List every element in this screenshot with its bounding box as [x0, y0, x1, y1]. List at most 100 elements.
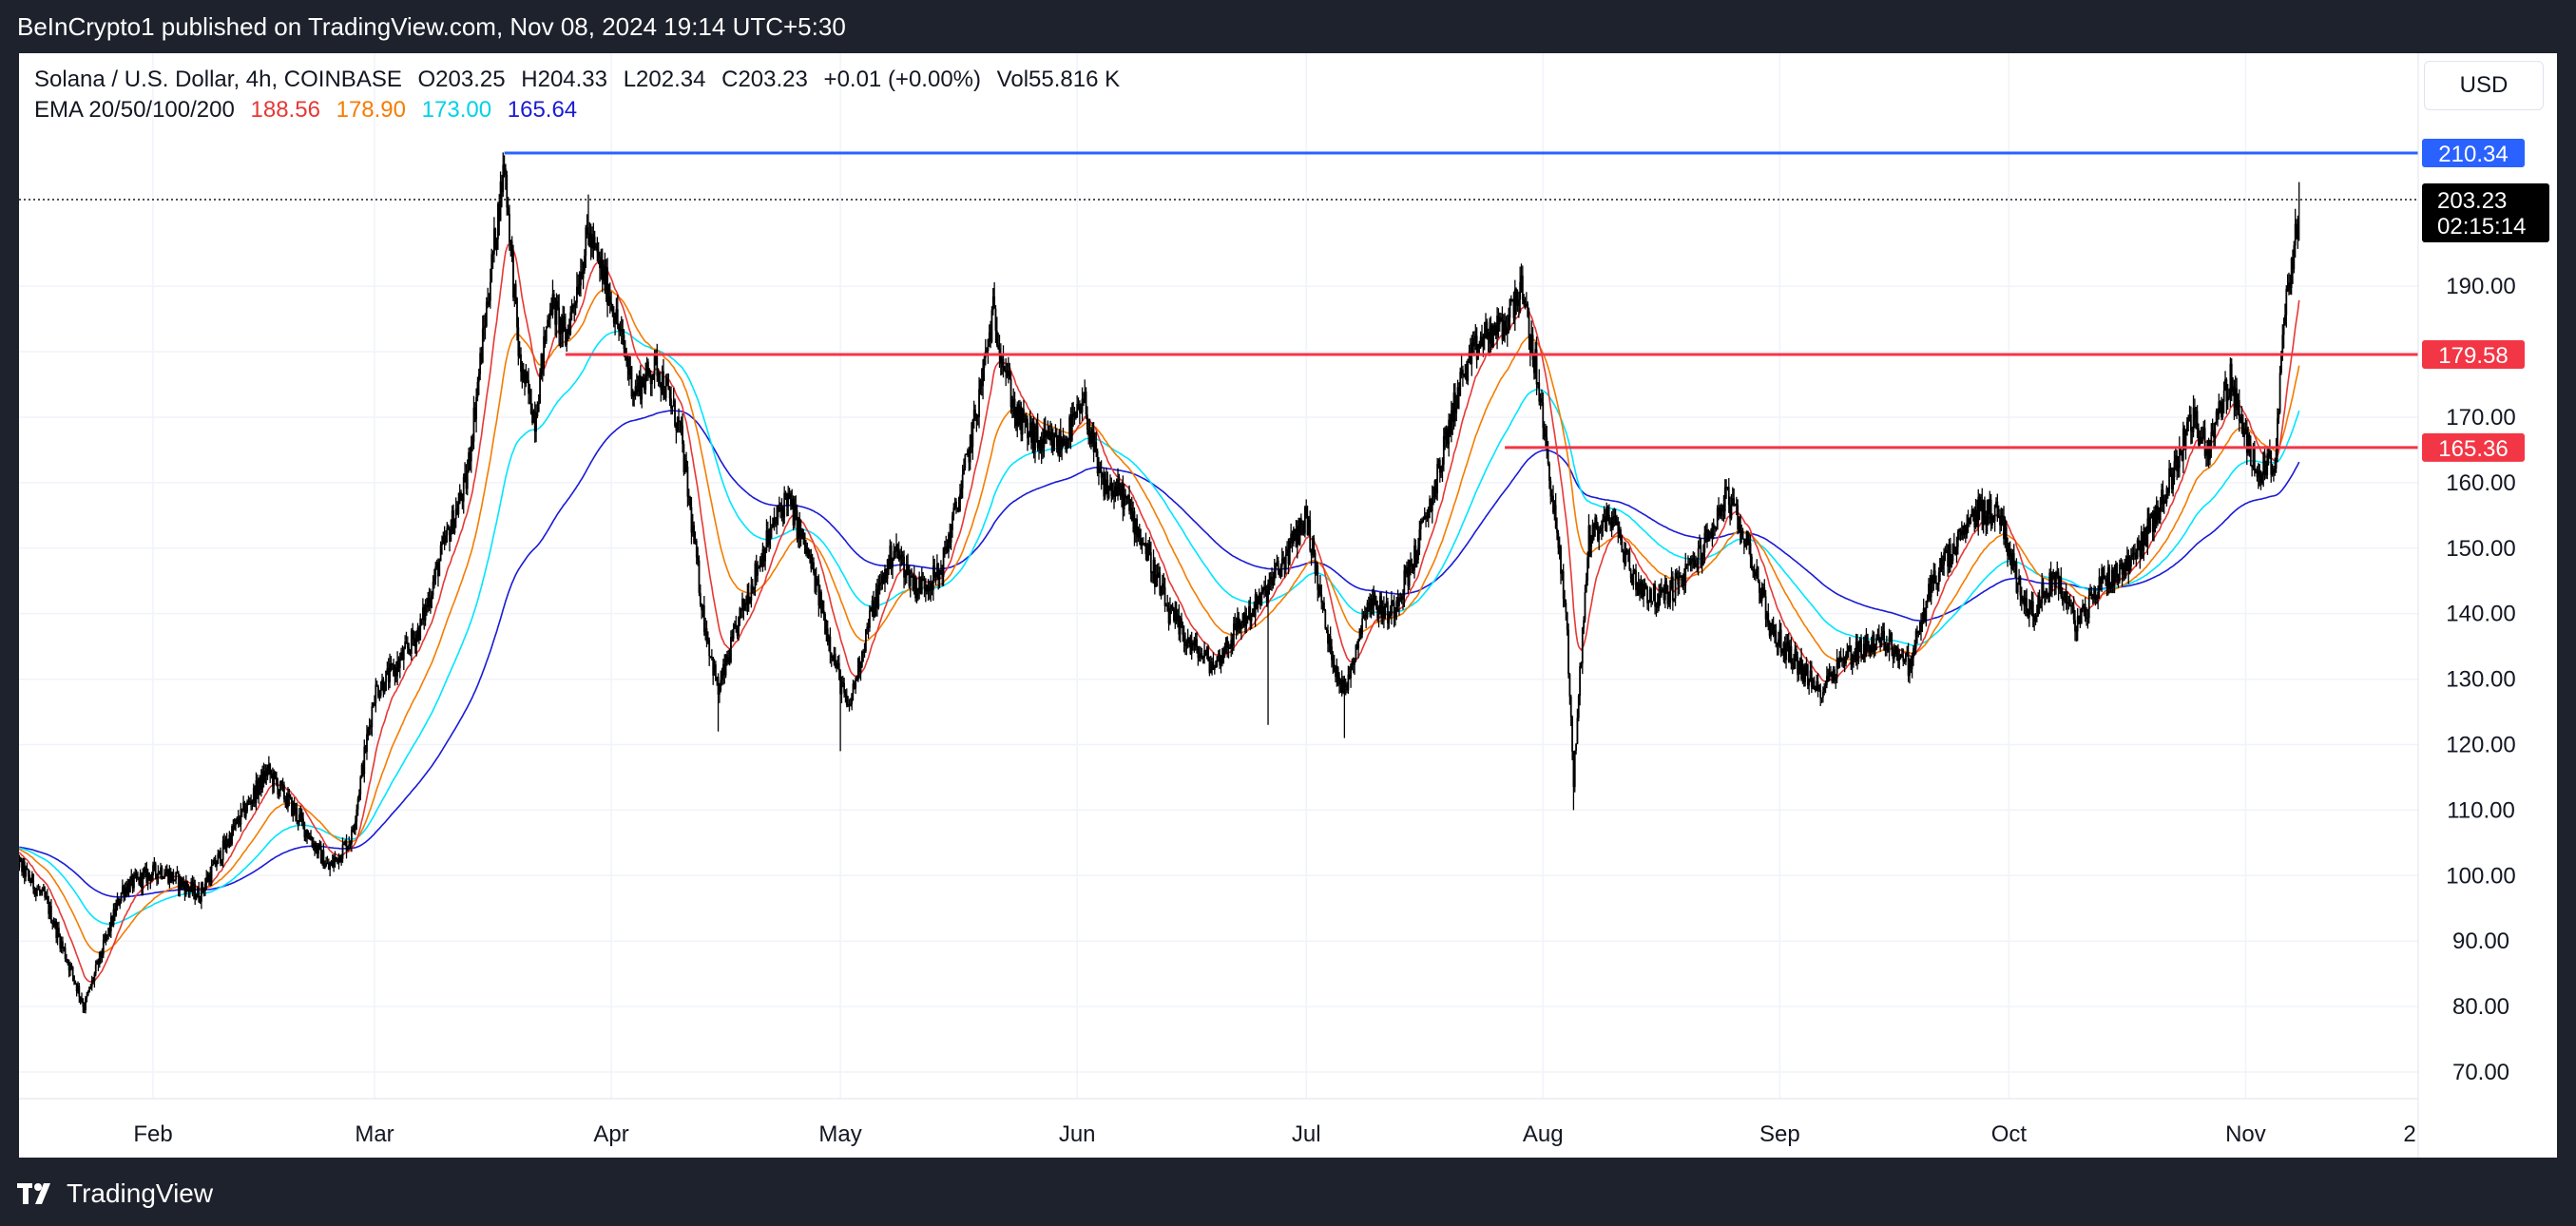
- candle-body: [514, 283, 517, 298]
- candle-body: [1427, 507, 1430, 518]
- candle-body: [389, 663, 391, 682]
- candle-body: [541, 354, 544, 369]
- candle-body: [1984, 500, 1986, 516]
- candle-body: [1338, 677, 1340, 685]
- candle-body: [1153, 560, 1156, 587]
- candle-body: [2099, 577, 2102, 584]
- candle-body: [2189, 414, 2192, 431]
- candle-body: [1021, 409, 1024, 435]
- candle-body: [1913, 648, 1916, 650]
- candle-body: [387, 668, 390, 682]
- candle-body: [751, 584, 754, 590]
- candle-body: [1157, 572, 1160, 578]
- candle-body: [402, 648, 405, 661]
- candle-body: [1333, 664, 1336, 667]
- candle-body: [1106, 479, 1109, 498]
- x-tick-label: Feb: [133, 1121, 172, 1147]
- ema200-path: [19, 410, 2300, 898]
- candle-body: [1417, 547, 1419, 560]
- candle-body: [820, 591, 822, 614]
- candle-body: [998, 348, 1001, 354]
- tradingview-logo-text[interactable]: TradingView: [67, 1178, 214, 1208]
- bar-countdown-label: 02:15:14: [2437, 214, 2526, 239]
- candle-body: [668, 389, 671, 399]
- candle-body: [183, 881, 185, 886]
- candle-body: [2007, 543, 2009, 556]
- candle-body: [2185, 421, 2188, 436]
- candle-body: [1275, 565, 1277, 570]
- candle-body: [2293, 245, 2296, 270]
- candle-body: [1917, 631, 1920, 634]
- candle-body: [1074, 416, 1077, 418]
- candle-body: [426, 604, 428, 608]
- candle-body: [2230, 363, 2233, 393]
- candle-body: [1460, 369, 1463, 373]
- candle-body: [1324, 609, 1327, 629]
- candle-body: [1049, 431, 1051, 440]
- candle-body: [333, 860, 336, 867]
- candle-body: [421, 607, 424, 621]
- candle-body: [2061, 596, 2064, 601]
- candle-body: [1290, 533, 1293, 541]
- candle-body: [308, 835, 311, 839]
- candle-body: [2245, 429, 2248, 453]
- candle-body: [1396, 600, 1399, 606]
- candle-body: [722, 663, 724, 676]
- candle-body: [1278, 571, 1280, 576]
- chart-panel[interactable]: 190.00 170.00 160.00 150.00 140.00 130.00 120.…: [19, 53, 2557, 1158]
- candle-body: [1935, 582, 1937, 584]
- candle-body: [1286, 548, 1289, 555]
- candle-body: [297, 820, 299, 823]
- symbol-title[interactable]: Solana / U.S. Dollar, 4h, COINBASE: [34, 67, 402, 92]
- candle-body: [437, 562, 439, 577]
- candle-body: [558, 307, 561, 335]
- candle-body: [1779, 629, 1782, 653]
- candle-body: [188, 889, 191, 892]
- candle-body: [1391, 601, 1393, 616]
- candle-body: [1910, 659, 1913, 669]
- candle-body: [1762, 586, 1764, 588]
- ema-label[interactable]: EMA 20/50/100/200: [34, 97, 235, 123]
- candle-body: [935, 564, 938, 574]
- candle-body: [1492, 325, 1494, 348]
- candle-body: [885, 568, 888, 579]
- ema100-line: [19, 330, 2300, 926]
- candle-body: [456, 508, 458, 515]
- candle-body: [903, 556, 905, 578]
- candle-body: [1948, 544, 1951, 567]
- candle-body: [71, 967, 74, 976]
- currency-selector[interactable]: USD: [2424, 61, 2544, 110]
- candle-body: [931, 583, 933, 590]
- candle-body: [525, 373, 528, 384]
- ema50-path: [19, 287, 2300, 954]
- candle-body: [477, 374, 480, 382]
- candle-body: [834, 653, 836, 667]
- candle-body: [30, 874, 33, 884]
- candle-body: [1361, 618, 1364, 635]
- candle-body: [177, 872, 180, 890]
- candle-body: [1837, 658, 1839, 668]
- grid-lines: [19, 53, 2418, 1099]
- candle-body: [48, 900, 50, 914]
- candle-body: [1644, 584, 1647, 587]
- candle-body: [1906, 651, 1909, 654]
- candle-body: [2288, 282, 2290, 292]
- candle-body: [1855, 642, 1857, 660]
- tradingview-logo-icon[interactable]: [17, 1181, 59, 1206]
- candle-body: [567, 328, 569, 332]
- candle-body: [111, 916, 114, 926]
- price-chart[interactable]: 190.00170.00160.00150.00140.00130.00120.…: [19, 53, 2557, 1158]
- candle-body: [2122, 564, 2124, 575]
- candle-body: [777, 507, 779, 518]
- candle-body: [978, 389, 980, 417]
- high-value: H204.33: [521, 67, 608, 92]
- candle-body: [1783, 642, 1786, 661]
- candle-body: [544, 335, 547, 342]
- candle-body: [1786, 642, 1789, 643]
- candle-body: [1246, 616, 1249, 620]
- candle-body: [863, 651, 866, 653]
- candle-body: [296, 808, 298, 821]
- candle-body: [1310, 550, 1313, 556]
- candle-body: [930, 583, 932, 591]
- candle-body: [1614, 515, 1617, 525]
